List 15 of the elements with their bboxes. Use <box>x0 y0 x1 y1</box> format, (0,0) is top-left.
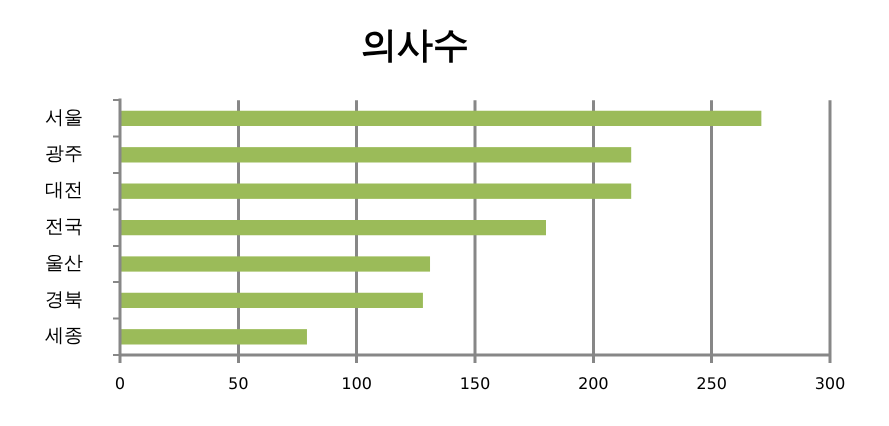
x-tick-label: 50 <box>228 374 249 393</box>
y-tick-label: 세종 <box>45 324 83 347</box>
y-tick-label: 울산 <box>45 252 83 274</box>
y-tick-label: 경북 <box>45 288 83 310</box>
x-tick-label: 100 <box>341 374 372 393</box>
y-tick-label: 대전 <box>45 179 83 202</box>
x-tick-label: 0 <box>114 374 126 393</box>
y-tick-label: 광주 <box>45 142 83 165</box>
y-tick-label: 전국 <box>45 216 83 238</box>
y-tick-label: 서울 <box>45 106 83 128</box>
x-tick-label: 200 <box>578 374 609 393</box>
x-tick-label: 300 <box>814 374 846 393</box>
x-tick-label: 150 <box>460 374 490 393</box>
x-tick-label: 250 <box>696 374 727 393</box>
chart-title: 의사수 <box>361 24 469 66</box>
